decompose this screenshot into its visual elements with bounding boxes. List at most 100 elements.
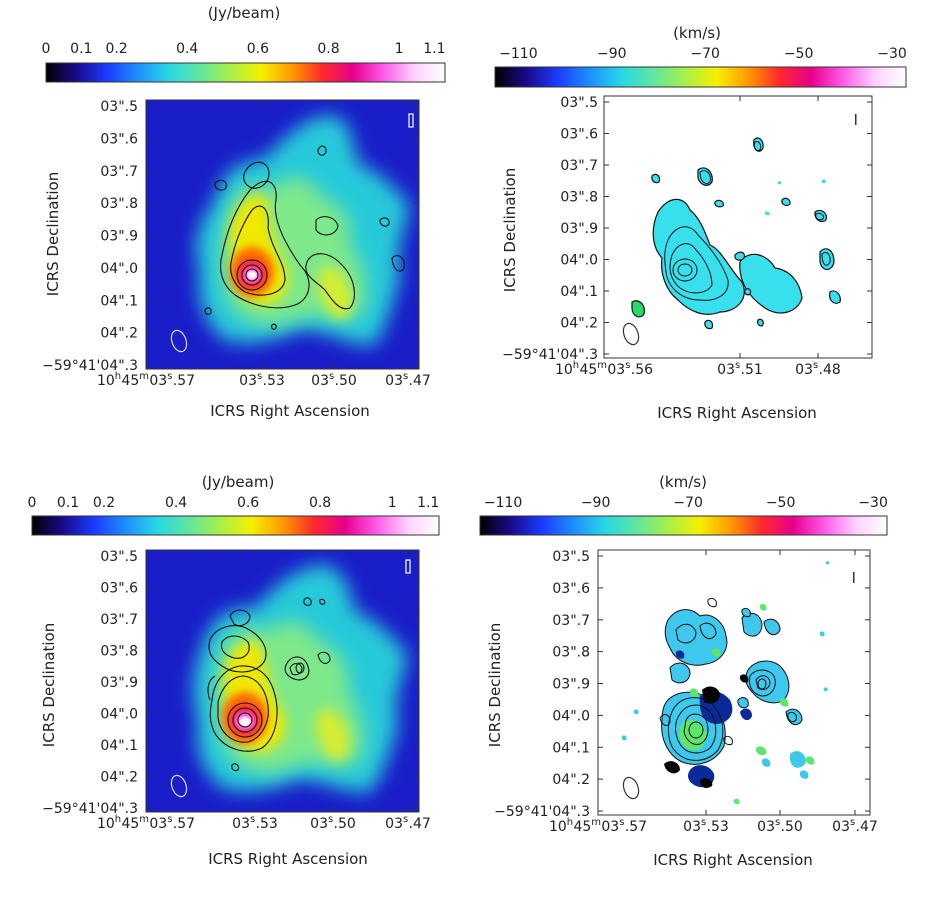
y-axis-label: ICRS Declination (40, 623, 58, 747)
beam-ellipse (622, 776, 640, 800)
y-tick-label: 03".6 (552, 581, 590, 597)
y-tick-label: 04".1 (560, 284, 598, 300)
colorbar-tick-label: 0.1 (57, 495, 79, 511)
x-tick-label: 03s .53 (239, 371, 285, 389)
colorbar-tick-label: −70 (690, 46, 720, 62)
y-axis-label: ICRS Declination (486, 623, 504, 747)
panel-top-left: (Jy/beam) 0 0.1 0.2 0.4 0.6 0.8 1 1.1 (42, 4, 446, 420)
x-tick-label: 03s .47 (385, 814, 431, 832)
y-tick-label: 03".6 (100, 581, 138, 597)
x-tick-labels: 10h 45m 03s .57 03s .53 03s .50 03s .47 (549, 550, 878, 835)
intensity-map (145, 99, 420, 370)
colorbar-unit: (Jy/beam) (208, 4, 281, 22)
panel-bottom-right: (km/s) −110 −90 −70 −50 −30 (479, 473, 888, 869)
y-tick-label: 04".1 (552, 740, 590, 756)
y-axis-label: ICRS Declination (44, 172, 62, 296)
y-tick-label: 03".8 (560, 190, 598, 206)
x-axis-label: ICRS Right Ascension (210, 402, 370, 420)
colorbar-tick-label: 0.8 (317, 41, 339, 57)
y-tick-label: 03".5 (100, 549, 138, 565)
x-tick-label: 03s .50 (311, 371, 357, 389)
colorbar-tick-label: 0.4 (165, 495, 187, 511)
colorbar-tick-label: −90 (597, 46, 627, 62)
y-tick-label: 04".1 (100, 293, 138, 309)
y-tick-label: 03".9 (552, 677, 590, 693)
y-tick-label: 03".5 (560, 95, 598, 111)
panel-top-right: (km/s) −110 −90 −70 −50 −30 (494, 24, 907, 422)
y-tick-label: −59°41'04".3 (42, 358, 138, 374)
colorbar (479, 515, 888, 536)
contours (207, 597, 331, 772)
velocity-emission-green (679, 603, 815, 805)
colorbar-tick-label: 0 (42, 41, 51, 57)
colorbar-tick-label: 0.6 (237, 495, 259, 511)
y-axis-label: ICRS Declination (501, 168, 519, 292)
y-tick-label: 04".1 (100, 738, 138, 754)
beam-tick (853, 572, 855, 583)
x-axis-label: ICRS Right Ascension (208, 850, 368, 868)
colorbar-tick-label: 1 (395, 41, 404, 57)
velocity-emission (651, 137, 841, 330)
y-tick-labels: 03".5 03".6 03".7 03".8 03".9 04".0 04".1 04".2… (502, 95, 872, 363)
y-tick-label: 03".7 (100, 164, 138, 180)
y-tick-label: 04".0 (560, 253, 598, 269)
plot-frame (145, 549, 420, 813)
colorbar-tick-label: 1.1 (417, 495, 439, 511)
plot-frame (597, 549, 871, 816)
emission-layer (195, 115, 410, 346)
y-tick-label: 04".2 (100, 770, 138, 786)
colorbar (494, 66, 907, 88)
y-tick-label: 03".7 (560, 158, 598, 174)
beam-ellipse (170, 774, 188, 798)
x-tick-labels: 10h 45m 03s .56 03s .51 03s .48 (555, 96, 841, 378)
colorbar-tick-label: 0.6 (247, 41, 269, 57)
y-tick-label: 04".0 (100, 261, 138, 277)
contours (659, 597, 797, 761)
colorbar-tick-label: −90 (581, 495, 611, 511)
x-tick-label: 03s .47 (832, 817, 878, 835)
y-tick-label: 03".8 (100, 644, 138, 660)
y-tick-label: 04".2 (552, 772, 590, 788)
x-tick-label: 03s .53 (683, 817, 729, 835)
y-tick-label: 03".7 (100, 612, 138, 628)
y-tick-label: −59°41'04".3 (42, 801, 138, 817)
y-tick-label: 03".6 (560, 127, 598, 143)
y-tick-label: 03".8 (552, 645, 590, 661)
beam-tick (405, 559, 411, 574)
y-tick-label: 03".6 (100, 131, 138, 147)
velocity-emission-cyan (621, 561, 830, 779)
y-tick-label: 04".0 (552, 708, 590, 724)
colorbar (31, 515, 440, 536)
x-tick-label: 03s .47 (385, 371, 431, 389)
colorbar-tick-label: 1.1 (423, 41, 445, 57)
x-tick-label: 03s .50 (757, 817, 803, 835)
y-tick-label: 04".2 (100, 326, 138, 342)
y-tick-label: 03".8 (100, 196, 138, 212)
y-tick-label: 04".0 (100, 707, 138, 723)
y-tick-label: 03".5 (100, 99, 138, 115)
velocity-map (597, 549, 871, 816)
x-axis-label: ICRS Right Ascension (657, 404, 817, 422)
emission-layer (193, 565, 408, 793)
colorbar-tick-label: 0.4 (176, 41, 198, 57)
y-tick-labels: 03".5 03".6 03".7 03".8 03".9 04".0 04".1 04".2… (494, 549, 870, 820)
colorbar-tick-label: −50 (766, 495, 796, 511)
velocity-map (603, 95, 873, 359)
colorbar-tick-label: 1 (388, 495, 397, 511)
colorbar-tick-labels: −110 −90 −70 −50 −30 (484, 495, 888, 535)
colorbar-tick-label: −50 (784, 46, 814, 62)
y-tick-label: −59°41'04".3 (494, 804, 590, 820)
y-tick-label: 03".9 (100, 229, 138, 245)
colorbar-tick-label: −110 (499, 46, 537, 62)
contours (204, 145, 405, 330)
y-tick-label: 03".5 (552, 549, 590, 565)
colorbar-tick-labels: 0 0.1 0.2 0.4 0.6 0.8 1 1.1 (42, 41, 446, 82)
colorbar-tick-labels: 0 0.1 0.2 0.4 0.6 0.8 1 1.1 (28, 495, 439, 535)
x-tick-label: 03s .50 (310, 814, 356, 832)
contours (664, 141, 831, 301)
colorbar-tick-label: 0.8 (309, 495, 331, 511)
beam-tick (408, 113, 414, 128)
colorbar-tick-label: 0.2 (105, 41, 127, 57)
x-tick-labels: 10h 45m 03s .57 03s .53 03s .50 03s .47 (97, 100, 431, 389)
